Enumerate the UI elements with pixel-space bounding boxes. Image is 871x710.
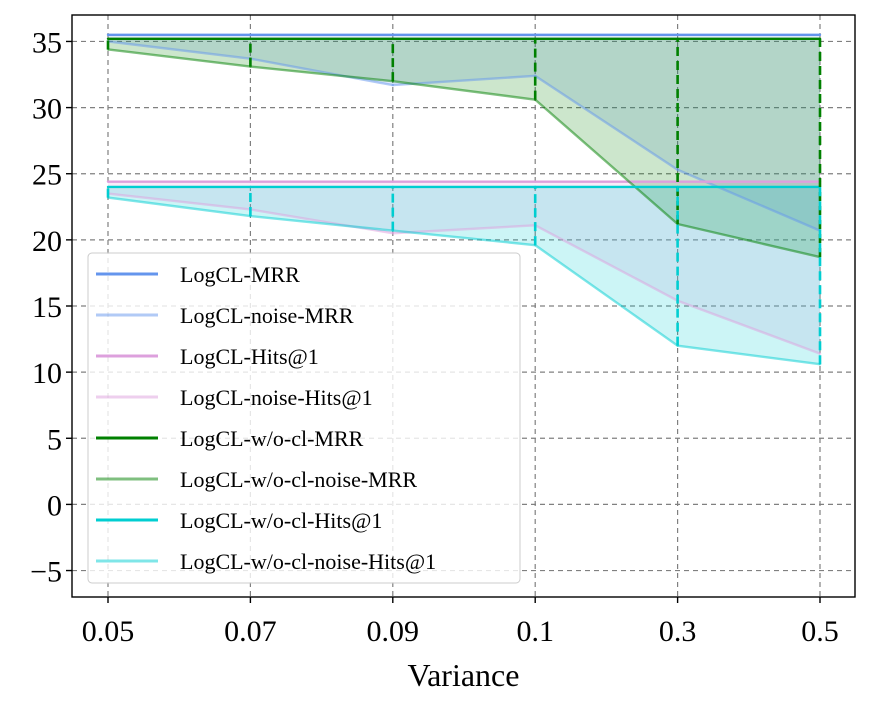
- x-tick-label: 0.3: [659, 615, 697, 648]
- point-logcl-mrr: [534, 33, 537, 37]
- point-logcl-w-o-cl-mrr: [106, 37, 110, 41]
- point-logcl-mrr: [249, 33, 252, 37]
- point-logcl-w-o-cl-hits-1: [106, 185, 110, 189]
- y-tick-label: 35: [32, 26, 62, 59]
- point-logcl-noise-mrr: [534, 74, 537, 78]
- x-tick-label: 0.1: [516, 615, 554, 648]
- y-tick-label: 0: [47, 489, 62, 522]
- legend-box: [87, 252, 521, 584]
- point-logcl-noise-hits-1: [818, 352, 822, 355]
- point-logcl-hits-1: [534, 180, 537, 183]
- legend-label-logcl-w-o-cl-hits-1: LogCL-w/o-cl-Hits@1: [180, 508, 382, 533]
- point-logcl-noise-hits-1: [391, 232, 394, 235]
- y-tick-label: 5: [47, 423, 62, 456]
- legend-label-logcl-noise-hits-1: LogCL-noise-Hits@1: [180, 385, 373, 410]
- x-tick-label: 0.09: [367, 615, 420, 648]
- legend-label-logcl-w-o-cl-noise-mrr: LogCL-w/o-cl-noise-MRR: [180, 467, 417, 492]
- x-tick-label: 0.05: [82, 615, 135, 648]
- series-lines: [106, 33, 822, 366]
- fill-logcl-w-o-cl-mrr: [108, 38, 820, 258]
- series-line-logcl-noise-hits-1: [107, 192, 821, 355]
- series-line-logcl-w-o-cl-noise-mrr: [107, 48, 821, 259]
- y-tick-label: 25: [32, 159, 62, 192]
- fill-logcl-hits-1: [108, 181, 820, 354]
- point-logcl-mrr: [676, 33, 679, 37]
- legend-label-logcl-w-o-cl-noise-hits-1: LogCL-w/o-cl-noise-Hits@1: [180, 549, 436, 574]
- legend-label-logcl-hits-1: LogCL-Hits@1: [180, 344, 319, 369]
- y-tick-label: 15: [32, 291, 62, 324]
- legend: LogCL-MRR LogCL-noise-MRR LogCL-Hits@1 LogC…: [87, 252, 521, 584]
- legend-label-logcl-mrr: LogCL-MRR: [180, 262, 300, 287]
- y-tick-label: 20: [32, 225, 62, 258]
- point-logcl-w-o-cl-mrr: [249, 37, 252, 41]
- point-logcl-hits-1: [249, 180, 252, 183]
- variance-drop-lines: [106, 38, 822, 365]
- y-tick-label: −5: [30, 556, 62, 589]
- x-tick-label: 0.07: [224, 615, 277, 648]
- point-logcl-noise-mrr: [391, 83, 394, 87]
- point-logcl-mrr: [106, 33, 110, 37]
- axis-ticks: 0.05 0.07 0.09 0.1 0.3 0.5 −5 0 5 10 15 20 25 30 35: [30, 26, 839, 648]
- point-logcl-hits-1: [106, 180, 110, 183]
- fill-logcl-mrr: [108, 34, 820, 231]
- legend-label-logcl-w-o-cl-mrr: LogCL-w/o-cl-MRR: [180, 426, 364, 451]
- y-tick-label: 10: [32, 357, 62, 390]
- series-line-logcl-w-o-cl-noise-hits-1: [107, 196, 821, 366]
- y-tick-label: 30: [32, 93, 62, 126]
- point-logcl-mrr: [391, 33, 394, 37]
- point-logcl-noise-mrr: [676, 168, 679, 171]
- legend-label-logcl-noise-mrr: LogCL-noise-MRR: [180, 303, 354, 328]
- point-logcl-hits-1: [391, 180, 394, 183]
- point-logcl-mrr: [818, 33, 822, 37]
- series-line-logcl-noise-mrr: [107, 40, 821, 232]
- x-tick-label: 0.5: [801, 615, 839, 648]
- x-axis-label: Variance: [408, 657, 520, 693]
